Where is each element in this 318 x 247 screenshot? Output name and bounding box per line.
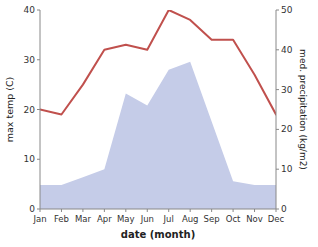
x-tick (211, 209, 212, 212)
y-tick-label: 40 (24, 5, 36, 15)
y-tick-label: 10 (24, 154, 36, 164)
chart: JanFebMarAprMayJunJulAugSepOctNovDec0102… (0, 0, 318, 247)
x-tick-label: Aug (182, 214, 199, 224)
x-tick (147, 209, 148, 212)
y-tick (37, 109, 40, 110)
x-tick-label: Mar (75, 214, 92, 224)
x-tick-label: Sep (204, 214, 220, 224)
y2-axis-line (276, 10, 277, 209)
x-tick-label: Feb (54, 214, 69, 224)
x-axis-label: date (month) (121, 229, 195, 240)
x-tick-label: Apr (97, 214, 112, 224)
y-tick-label: 30 (24, 55, 36, 65)
x-tick-label: Jun (140, 214, 154, 224)
x-tick-label: Oct (226, 214, 241, 224)
y2-tick-label: 0 (281, 204, 287, 214)
y2-tick (276, 169, 279, 170)
y2-tick (276, 10, 279, 11)
y2-tick (276, 89, 279, 90)
y2-tick (276, 49, 279, 50)
y2-tick (276, 209, 279, 210)
x-tick (82, 209, 83, 212)
y-tick-label: 0 (29, 204, 35, 214)
y2-tick-label: 20 (281, 124, 293, 134)
x-tick-label: Dec (268, 214, 285, 224)
y-axis-label: max temp (C) (4, 77, 15, 143)
x-tick-label: Nov (246, 214, 263, 224)
y-tick (37, 209, 40, 210)
y-tick (37, 159, 40, 160)
y2-tick-label: 10 (281, 164, 293, 174)
x-tick (125, 209, 126, 212)
x-tick (233, 209, 234, 212)
x-tick (254, 209, 255, 212)
x-tick (168, 209, 169, 212)
precipitation-area (40, 62, 276, 209)
temperature-line (40, 10, 276, 114)
x-tick (61, 209, 62, 212)
y2-axis-label: med. precipitation (kg/m2) (298, 49, 308, 170)
y2-tick-label: 40 (281, 45, 293, 55)
y-tick (37, 10, 40, 11)
y2-tick-label: 30 (281, 85, 293, 95)
y2-tick (276, 129, 279, 130)
plot-area (40, 10, 276, 209)
x-tick (190, 209, 191, 212)
x-tick (104, 209, 105, 212)
y2-tick-label: 50 (281, 5, 293, 15)
x-tick-label: May (117, 214, 135, 224)
y-tick (37, 59, 40, 60)
y-tick-label: 20 (24, 105, 36, 115)
x-axis-line (40, 209, 276, 210)
x-tick-label: Jul (163, 214, 174, 224)
x-tick-label: Jan (32, 214, 46, 224)
